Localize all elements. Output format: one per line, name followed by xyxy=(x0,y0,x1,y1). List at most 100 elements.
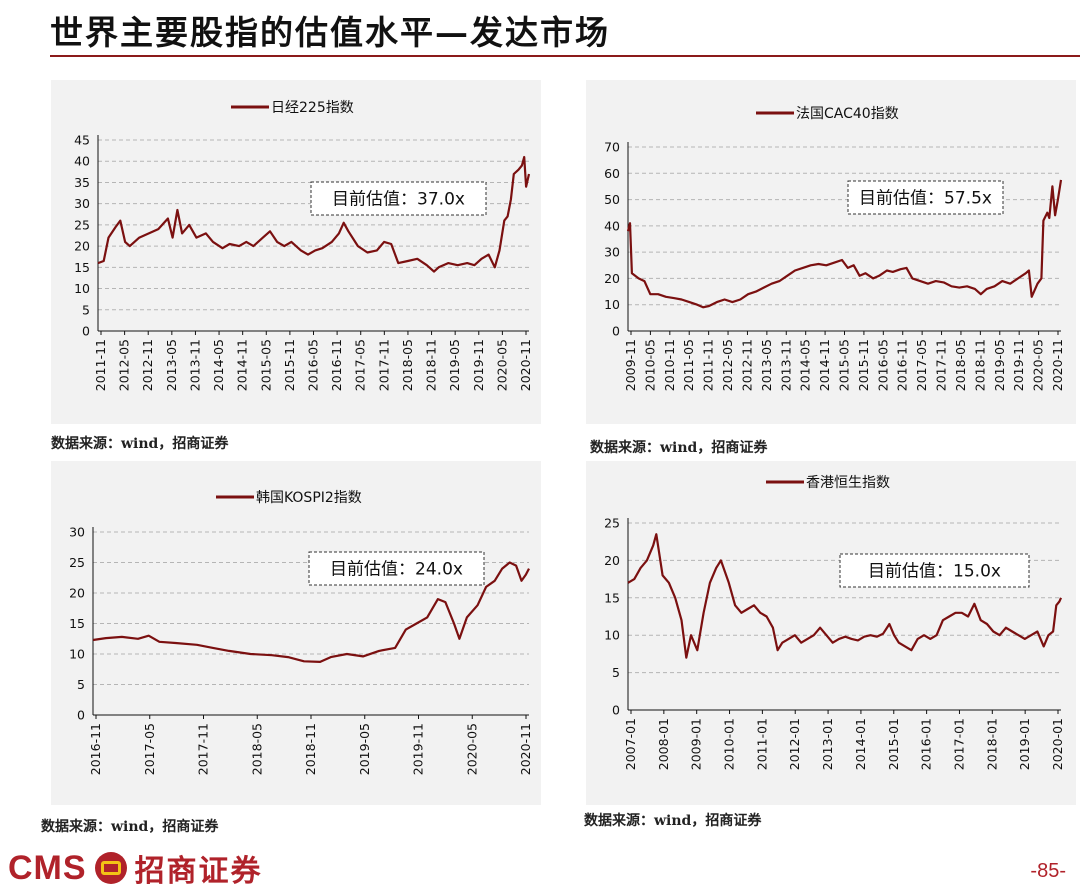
x-tick-label: 2020-11 xyxy=(518,339,533,391)
x-tick-label: 2014-05 xyxy=(211,339,226,391)
y-tick-label: 10 xyxy=(74,281,90,296)
x-tick-label: 2015-05 xyxy=(258,339,273,391)
y-tick-label: 15 xyxy=(604,590,620,605)
chart-nikkei: 0 5 10 15 20 25 30 35 40 45 2011-11 2012-05 2012-11 2… xyxy=(74,100,533,391)
x-tick-label: 2012-11 xyxy=(140,339,155,391)
x-tick-label: 2009-11 xyxy=(623,339,638,391)
page-number: -85- xyxy=(1030,860,1066,882)
series-line xyxy=(97,155,531,273)
valuation-callout-box xyxy=(839,553,1030,588)
x-tick-label: 2018-05 xyxy=(400,339,415,391)
page-title: 世界主要股指的估值水平—发达市场 xyxy=(50,13,610,52)
valuation-callout-box xyxy=(847,180,1004,215)
x-tick-label: 2010-05 xyxy=(642,339,657,391)
y-tick-label: 50 xyxy=(604,192,620,207)
x-tick-label: 2019-05 xyxy=(357,723,372,775)
title-divider xyxy=(50,55,1080,57)
x-tick-label: 2018-11 xyxy=(972,339,987,391)
y-tick-label: 25 xyxy=(69,555,85,570)
valuation-callout-box xyxy=(310,181,487,216)
x-tick-label: 2012-11 xyxy=(739,339,754,391)
x-tick-label: 2018-05 xyxy=(953,339,968,391)
x-tick-label: 2011-05 xyxy=(681,339,696,391)
y-tick-label: 0 xyxy=(82,324,90,339)
y-tick-label: 20 xyxy=(69,586,85,601)
series-line xyxy=(626,179,1063,309)
y-tick-label: 10 xyxy=(69,647,85,662)
valuation-callout-box xyxy=(308,551,485,586)
x-tick-label: 2017-11 xyxy=(196,723,211,775)
x-tick-label: 2008-01 xyxy=(656,718,671,770)
x-tick-label: 2017-05 xyxy=(353,339,368,391)
chart-hangseng: 0 5 10 15 20 25 2007-01 2008-01 2009-01 2010-01 20… xyxy=(604,475,1065,770)
y-tick-label: 25 xyxy=(74,217,90,232)
y-tick-label: 20 xyxy=(604,271,620,286)
x-tick-label: 2011-01 xyxy=(754,718,769,770)
legend-label: 韩国KOSPI2指数 xyxy=(256,490,362,506)
x-tick-label: 2014-11 xyxy=(235,339,250,391)
x-tick-label: 2020-05 xyxy=(1031,339,1046,391)
y-tick-label: 45 xyxy=(74,133,90,148)
x-tick-label: 2013-11 xyxy=(778,339,793,391)
x-tick-label: 2013-05 xyxy=(164,339,179,391)
x-tick-label: 2015-11 xyxy=(856,339,871,391)
y-tick-label: 35 xyxy=(74,175,90,190)
x-tick-label: 2011-11 xyxy=(93,339,108,391)
x-tick-label: 2020-05 xyxy=(464,723,479,775)
y-tick-label: 10 xyxy=(604,297,620,312)
y-tick-label: 0 xyxy=(612,324,620,339)
source-note-nikkei: 数据来源：wind，招商证券 xyxy=(51,436,229,452)
x-tick-label: 2011-11 xyxy=(701,339,716,391)
x-tick-label: 2015-01 xyxy=(886,718,901,770)
y-tick-label: 10 xyxy=(604,628,620,643)
x-tick-label: 2019-11 xyxy=(471,339,486,391)
y-tick-label: 40 xyxy=(604,218,620,233)
y-tick-label: 20 xyxy=(604,553,620,568)
y-tick-label: 5 xyxy=(77,677,85,692)
x-tick-label: 2013-05 xyxy=(759,339,774,391)
x-tick-label: 2017-11 xyxy=(934,339,949,391)
valuation-callout-text: 目前估值：37.0x xyxy=(332,190,465,210)
x-tick-label: 2010-01 xyxy=(722,718,737,770)
chart-panel-nikkei: 0 5 10 15 20 25 30 35 40 45 2011-11 2012-05 2012-11 2… xyxy=(51,80,541,424)
y-tick-label: 20 xyxy=(74,239,90,254)
y-tick-label: 30 xyxy=(69,525,85,540)
legend-label: 日经225指数 xyxy=(271,100,354,116)
y-tick-label: 15 xyxy=(74,260,90,275)
x-tick-label: 2020-11 xyxy=(1050,339,1065,391)
y-tick-label: 0 xyxy=(77,708,85,723)
x-tick-label: 2019-01 xyxy=(1017,718,1032,770)
x-tick-label: 2017-05 xyxy=(914,339,929,391)
x-tick-label: 2016-11 xyxy=(895,339,910,391)
valuation-callout-text: 目前估值：24.0x xyxy=(330,560,463,580)
x-tick-label: 2007-01 xyxy=(623,718,638,770)
logo-emblem-icon xyxy=(94,852,127,884)
x-tick-label: 2012-01 xyxy=(787,718,802,770)
x-tick-label: 2017-01 xyxy=(951,718,966,770)
x-tick-label: 2020-05 xyxy=(494,339,509,391)
x-tick-label: 2019-11 xyxy=(411,723,426,775)
x-tick-label: 2020-01 xyxy=(1050,718,1065,770)
logo-latin: CMS xyxy=(8,848,87,887)
x-tick-label: 2018-05 xyxy=(249,723,264,775)
valuation-callout-text: 目前估值：15.0x xyxy=(868,562,1001,582)
x-tick-label: 2016-11 xyxy=(88,723,103,775)
chart-kospi2: 0 5 10 15 20 25 30 2016-11 2017-05 2017-11 2018-05… xyxy=(69,490,533,775)
x-tick-label: 2018-11 xyxy=(303,723,318,775)
y-tick-label: 60 xyxy=(604,166,620,181)
x-tick-label: 2017-11 xyxy=(376,339,391,391)
x-tick-label: 2012-05 xyxy=(720,339,735,391)
x-tick-label: 2018-11 xyxy=(424,339,439,391)
y-tick-label: 25 xyxy=(604,516,620,531)
x-tick-label: 2010-11 xyxy=(662,339,677,391)
source-note-hangseng: 数据来源：wind，招商证券 xyxy=(584,813,762,829)
x-tick-label: 2018-01 xyxy=(984,718,999,770)
chart-cac40: 0 10 20 30 40 50 60 70 2009-11 2010-05 2010-11 2011… xyxy=(604,106,1065,391)
y-tick-label: 5 xyxy=(612,665,620,680)
y-tick-label: 30 xyxy=(604,245,620,260)
y-tick-label: 40 xyxy=(74,154,90,169)
x-tick-label: 2014-11 xyxy=(817,339,832,391)
legend-label: 香港恒生指数 xyxy=(806,475,890,491)
series-line xyxy=(627,533,1063,659)
y-tick-label: 70 xyxy=(604,140,620,155)
